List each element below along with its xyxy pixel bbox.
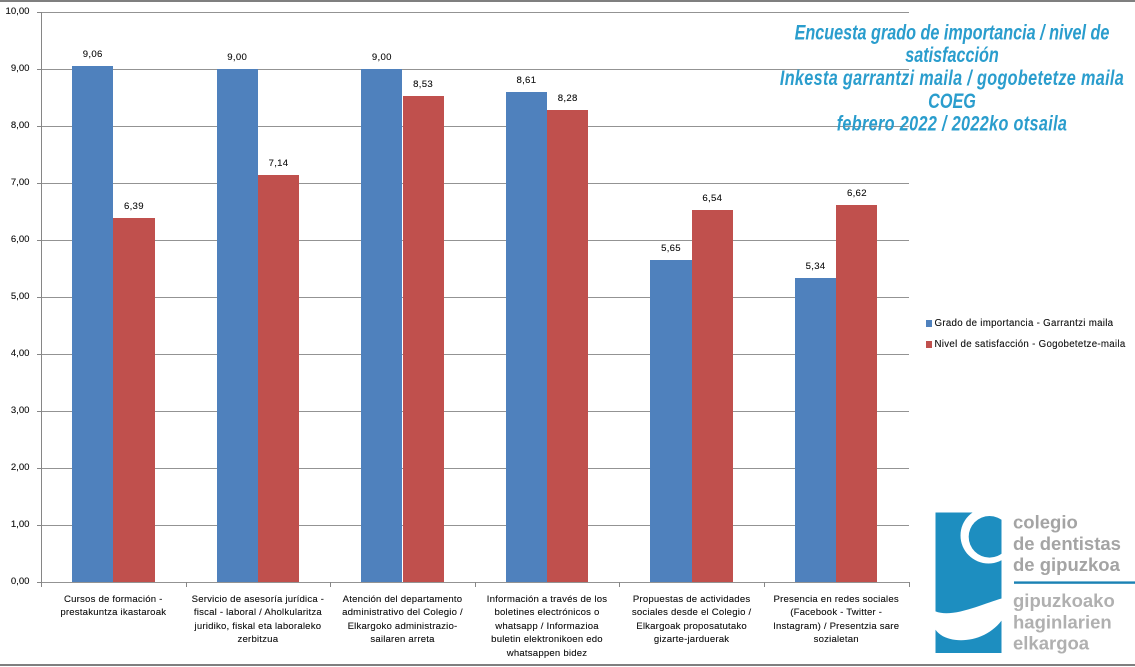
svg-text:gipuzkoako: gipuzkoako <box>1013 590 1115 611</box>
svg-text:de gipuzkoa: de gipuzkoa <box>1013 554 1121 575</box>
svg-text:de dentistas: de dentistas <box>1013 533 1121 554</box>
svg-text:elkargoa: elkargoa <box>1013 633 1090 654</box>
svg-text:colegio: colegio <box>1013 512 1078 533</box>
svg-text:haginlarien: haginlarien <box>1013 611 1112 632</box>
